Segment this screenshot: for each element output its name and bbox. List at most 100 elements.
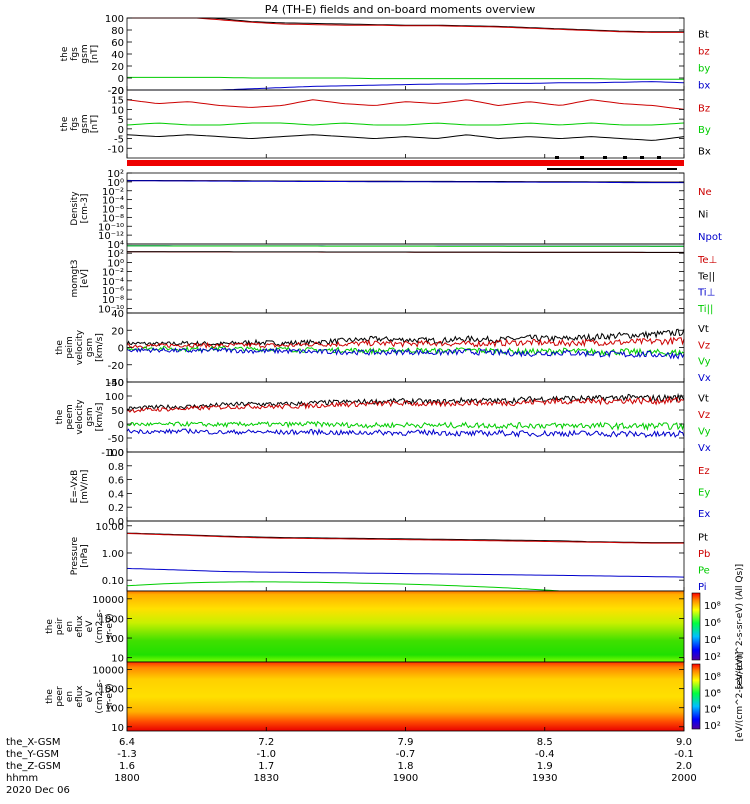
y-tick-label: 10000 (92, 595, 124, 606)
status-bar-black (547, 168, 677, 170)
status-mark (623, 156, 627, 159)
legend-entry: Vt (698, 324, 709, 335)
y-tick-label: 10 (111, 723, 124, 734)
series-line-vy (127, 422, 684, 430)
y-axis-label: [nT] (90, 45, 100, 63)
y-axis-label: (cm2-s- (95, 609, 105, 643)
colorbar-label: [eV/(cm^2-s-sr-eV)] (735, 652, 745, 742)
legend-entry: Bx (698, 146, 711, 157)
colorbar (692, 593, 700, 660)
spectrogram-electron (127, 662, 684, 731)
y-tick-label: 10.00 (95, 522, 124, 533)
colorbar-tick-label: 10⁸ (704, 601, 721, 612)
series-line-vx (127, 348, 684, 358)
legend-entry: by (698, 64, 710, 75)
y-tick-label: 0 (118, 344, 124, 355)
colorbar-tick-label: 10⁴ (704, 705, 721, 716)
series-line-by (127, 77, 684, 79)
y-axis-label: gsm (85, 407, 95, 426)
y-tick-label: 20 (111, 326, 124, 337)
legend-entry: Te⊥ (697, 255, 717, 266)
legend-entry: Pt (698, 532, 708, 543)
x-tick-label: 7.9 (398, 737, 414, 748)
legend-entry: Bz (698, 104, 710, 115)
x-tick-label: -1.0 (256, 749, 276, 760)
legend-entry: Pe (698, 565, 710, 576)
y-axis-label: the (45, 689, 55, 704)
x-tick-label: 2000 (671, 773, 696, 784)
y-axis-label: eflux (75, 615, 85, 638)
series-line-bt (127, 18, 684, 32)
status-mark (580, 156, 584, 159)
y-axis-label: the (60, 116, 70, 131)
x-row-label: the_X-GSM (6, 737, 60, 748)
legend-entry: Ez (698, 466, 710, 477)
x-tick-label: 9.0 (676, 737, 692, 748)
y-axis-label: eV (85, 620, 95, 633)
y-axis-label: fgs (70, 47, 80, 61)
series-line-te (127, 252, 684, 253)
y-tick-label: 10 (111, 654, 124, 665)
series-line-vx (127, 429, 684, 437)
panel-frame (127, 382, 684, 452)
y-axis-label: Pressure (70, 536, 80, 575)
colorbar-tick-label: 10⁶ (704, 688, 721, 699)
y-axis-label: [km/s] (95, 403, 105, 432)
y-axis-label: velocity (75, 329, 85, 365)
series-line-pi (127, 568, 684, 577)
y-axis-label: the (60, 46, 70, 61)
y-tick-label: 150 (105, 378, 124, 389)
panel-10: 10⁸10⁶10⁴10²[eV/(cm^2-s-sr-eV)]100001000… (45, 652, 745, 742)
legend-entry: Ti|| (697, 304, 713, 315)
y-tick-label: 1.0 (108, 448, 124, 459)
legend-entry: Vt (698, 393, 709, 404)
y-tick-label: 40 (111, 50, 124, 61)
y-axis-label: [eV] (80, 269, 90, 288)
y-axis-label: [nT] (90, 115, 100, 133)
legend-entry: Vz (698, 410, 710, 421)
y-axis-label: peim (65, 336, 75, 359)
x-tick-label: 1900 (393, 773, 418, 784)
x-row-label: the_Y-GSM (6, 749, 59, 760)
y-tick-label: 0 (118, 74, 124, 85)
x-tick-label: 1930 (532, 773, 557, 784)
legend-entry: Ey (698, 488, 710, 499)
y-tick-label: 100 (105, 392, 124, 403)
y-axis-label: velocity (75, 399, 85, 435)
panel-frame (127, 313, 684, 382)
y-axis-label: eflux (75, 685, 85, 708)
x-tick-label: -0.4 (535, 749, 555, 760)
y-tick-label: 0.2 (108, 503, 124, 514)
y-axis-label: Density (70, 191, 80, 226)
y-axis-label: peer (55, 686, 65, 707)
y-tick-label: 0.10 (102, 576, 124, 587)
plot-title: P4 (TH-E) fields and on-board moments ov… (265, 3, 536, 16)
x-tick-label: 1.7 (258, 761, 274, 772)
status-mark (555, 156, 559, 159)
x-tick-label: 1.8 (398, 761, 414, 772)
y-axis-label: (cm2-s- (95, 679, 105, 713)
legend-entry: Bt (698, 30, 709, 41)
y-tick-label: 0.6 (108, 476, 124, 487)
y-tick-label: 1.00 (102, 549, 124, 560)
legend-entry: By (698, 125, 711, 136)
y-tick-label: -20 (108, 361, 124, 372)
legend-entry: bz (698, 47, 710, 58)
y-tick-label: 0.8 (108, 462, 124, 473)
legend-entry: Ne (698, 187, 712, 198)
status-bar-red (127, 160, 684, 166)
legend-entry: bx (698, 81, 710, 92)
y-axis-label: eV (85, 690, 95, 703)
x-tick-label: 1.9 (537, 761, 553, 772)
panel-4: Te⊥Te||Ti⊥Ti||10⁴10²10⁰10⁻²10⁻⁴10⁻⁶10⁻⁸1… (70, 240, 717, 315)
legend-entry: Ni (698, 210, 708, 221)
y-tick-label: 40 (111, 309, 124, 320)
y-axis-label: en (65, 621, 75, 632)
y-axis-label: the (55, 409, 65, 424)
y-axis-label: the (45, 619, 55, 634)
y-tick-label: 100 (105, 14, 124, 25)
